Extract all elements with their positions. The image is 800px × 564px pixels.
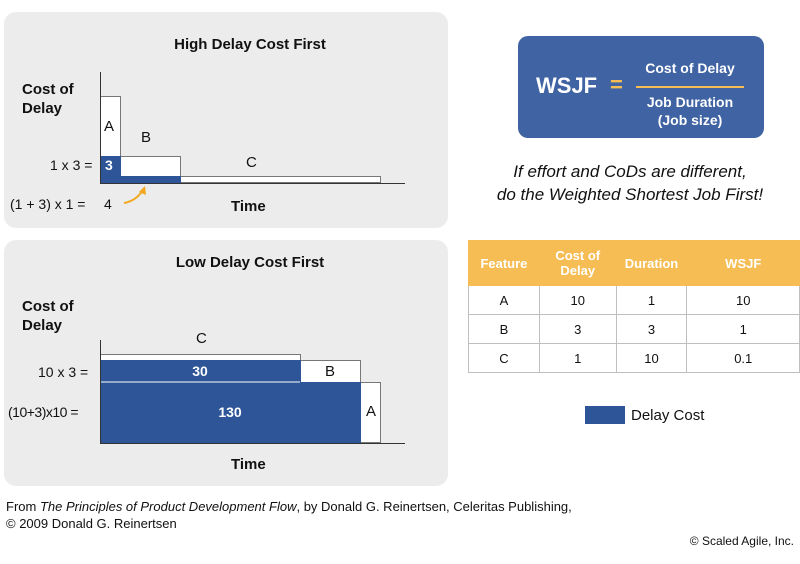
bottom-delay-bar-130 [100,382,361,443]
wsjf-denominator-1: Job Duration [646,94,734,110]
top-delay-value: 3 [105,157,113,173]
caption-line1: If effort and CoDs are different, [513,162,747,181]
footer-copyright: © Scaled Agile, Inc. [689,534,794,548]
cell-duration: 1 [615,285,688,315]
table-row: C 1 10 0.1 [468,343,800,373]
footer-citation: From The Principles of Product Developme… [6,498,572,532]
table-header-row: Feature Cost of Delay Duration WSJF [468,240,800,286]
top-panel-title: High Delay Cost First [174,36,326,53]
table-row: B 3 3 1 [468,314,800,344]
footer-line1: From The Principles of Product Developme… [6,499,572,514]
wsjf-formula-box: WSJF = Cost of Delay Job Duration (Job s… [518,36,764,138]
cell-feature: B [468,314,540,344]
wsjf-numerator: Cost of Delay [645,60,735,76]
top-label-c: C [246,154,257,171]
footer-book-title: The Principles of Product Development Fl… [39,499,297,514]
bottom-eq2: (10+3)x10 = [8,404,79,420]
legend-label: Delay Cost [631,407,705,424]
bottom-y-axis-label: Cost of Delay [22,298,74,334]
bottom-panel-title: Low Delay Cost First [175,254,325,271]
cell-cost-of-delay: 3 [538,314,617,344]
bottom-diagram [100,340,405,444]
top-delay-bar-b [100,176,181,183]
bottom-block-c [100,354,301,361]
bottom-label-c: C [196,330,207,347]
table-row: A 10 1 10 [468,285,800,315]
top-diagram [100,72,405,204]
footer-line2: © 2009 Donald G. Reinertsen [6,516,177,531]
bottom-bar1-value: 30 [192,363,208,379]
wsjf-table: Feature Cost of Delay Duration WSJF A 10… [468,240,800,373]
top-label-b: B [141,129,152,146]
legend-swatch [585,406,625,424]
cell-duration: 3 [615,314,688,344]
caption-line2: do the Weighted Shortest Job First! [496,185,764,204]
cell-wsjf: 0.1 [686,343,800,373]
wsjf-equals: = [610,72,623,97]
cell-duration: 10 [615,343,688,373]
top-eq2: (1 + 3) x 1 = [10,196,86,212]
top-label-a: A [104,118,115,135]
cell-feature: A [468,285,540,315]
bottom-bar2-value: 130 [218,404,242,420]
cell-feature: C [468,343,540,373]
cell-wsjf: 1 [686,314,800,344]
header-cost-of-delay: Cost of Delay [538,240,617,286]
cell-wsjf: 10 [686,285,800,315]
bottom-delay-bar-30 [100,360,301,382]
bottom-eq1: 10 x 3 = [38,364,89,380]
top-x-axis-label: Time [231,198,266,215]
cell-cost-of-delay: 10 [538,285,617,315]
high-delay-cost-panel [4,12,448,228]
cell-cost-of-delay: 1 [538,343,617,373]
bottom-label-a: A [366,403,377,420]
header-duration: Duration [615,240,688,286]
bottom-x-axis-label: Time [231,456,266,473]
wsjf-label: WSJF [536,73,598,98]
header-wsjf: WSJF [686,240,800,286]
wsjf-fraction-line [636,86,744,88]
header-feature: Feature [468,240,540,286]
top-eq2-value: 4 [104,196,112,212]
top-y-axis-label: Cost of Delay [22,81,74,117]
wsjf-denominator-2: (Job size) [657,112,723,128]
bottom-label-b: B [325,363,336,380]
top-eq1: 1 x 3 = [50,157,93,173]
